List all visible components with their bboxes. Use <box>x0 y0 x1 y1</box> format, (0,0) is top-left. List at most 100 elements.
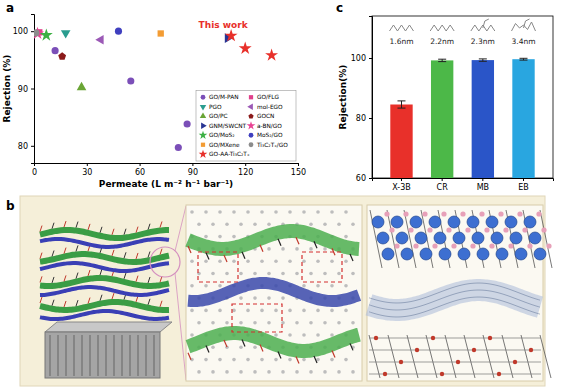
lattice-atom <box>239 346 243 350</box>
legend-item: GOCN <box>248 113 274 119</box>
support-pore <box>153 335 155 376</box>
error-bar <box>438 59 446 61</box>
support-pore <box>49 335 51 376</box>
molecule-icon <box>524 19 530 28</box>
tick: 90 <box>18 85 34 94</box>
linker <box>76 273 78 279</box>
point <box>34 27 44 39</box>
error-cap <box>520 60 528 61</box>
legend-symbol <box>201 143 205 147</box>
lattice-atom <box>253 296 257 300</box>
lattice-atom <box>190 284 194 288</box>
atomic-box <box>367 205 543 381</box>
atom <box>456 360 460 364</box>
legend-label: mol-EGO <box>257 104 283 110</box>
linker <box>124 273 126 279</box>
tick-label: 90 <box>188 168 198 177</box>
figure-svg: abc03060901201508090100Permeate (L m⁻² h… <box>0 0 563 389</box>
legend-item: GO/MXene <box>201 142 240 148</box>
size-label: 2.2nm <box>430 37 454 46</box>
linker <box>188 353 191 360</box>
support-pore <box>113 335 115 376</box>
legend-label: MoS₂/GO <box>257 132 283 138</box>
lattice-atom <box>267 247 271 251</box>
lattice-atom <box>351 321 355 325</box>
lattice-atom <box>218 210 222 214</box>
tick-mark <box>369 178 372 179</box>
tick-label: 0 <box>32 168 37 177</box>
lattice-atom <box>274 210 278 214</box>
lattice-atom <box>232 259 236 263</box>
linker <box>76 222 78 228</box>
tick-label: 90 <box>18 85 28 94</box>
atom <box>413 243 418 248</box>
point <box>58 52 66 59</box>
atom <box>451 243 456 248</box>
tick-label: CR <box>437 183 449 192</box>
lattice-atom <box>274 333 278 337</box>
linker <box>40 226 42 232</box>
lattice-atom <box>330 309 334 313</box>
atom <box>510 232 522 244</box>
legend-label: GO/M-PAN <box>209 94 239 100</box>
linker <box>278 239 281 246</box>
linker <box>206 346 209 353</box>
legend-label: PGO <box>209 104 222 110</box>
tick-mark <box>369 58 372 59</box>
lattice-atom <box>309 272 313 276</box>
atom <box>429 216 441 228</box>
lattice-atom <box>344 309 348 313</box>
plot-frame <box>372 16 553 178</box>
tick-label: X-3B <box>392 183 411 192</box>
lattice-atom <box>302 284 306 288</box>
legend-symbol <box>247 121 256 129</box>
lattice-atom <box>218 358 222 362</box>
atom <box>440 372 444 376</box>
linker <box>76 245 78 251</box>
highlight-box <box>198 252 238 282</box>
point <box>127 77 134 84</box>
size-label: 2.3nm <box>471 37 495 46</box>
legend-symbol <box>199 131 208 139</box>
lattice-atom <box>330 210 334 214</box>
legend-label: GO/MoS₂ <box>209 132 235 138</box>
lattice-atom <box>288 309 292 313</box>
lattice-atom <box>253 223 257 227</box>
x-axis-title: Permeate (L m⁻² h⁻¹ bar⁻¹) <box>99 179 233 189</box>
legend-symbol <box>248 113 253 118</box>
highlight-box <box>232 304 282 332</box>
lattice-atom <box>260 309 264 313</box>
lattice-atom <box>330 259 334 263</box>
atom <box>465 227 470 232</box>
lattice-atom <box>316 358 320 362</box>
linker <box>278 352 281 359</box>
lattice-atom <box>190 210 194 214</box>
lattice-atom <box>267 272 271 276</box>
lattice-atom <box>309 223 313 227</box>
atom <box>472 348 476 352</box>
linker <box>40 276 42 282</box>
legend-symbol <box>200 113 206 119</box>
linker <box>112 250 114 256</box>
mxene-sheet <box>188 283 359 301</box>
linker <box>148 277 150 283</box>
mesh-line <box>369 283 540 303</box>
atom <box>467 216 479 228</box>
atom <box>377 232 389 244</box>
support-pore <box>145 335 147 376</box>
panel-label: c <box>336 1 343 15</box>
tick-mark <box>298 163 299 166</box>
lattice-atom <box>309 321 313 325</box>
background <box>0 0 563 389</box>
tick-mark <box>401 178 402 181</box>
bar <box>431 60 453 178</box>
linker <box>52 277 54 283</box>
atom <box>529 348 533 352</box>
legend-label: Ti₃C₂Tₓ/GO <box>256 142 288 148</box>
linker <box>76 300 78 306</box>
lattice-atom <box>197 370 201 374</box>
linker <box>148 299 150 305</box>
lattice-atom <box>267 296 271 300</box>
point <box>158 30 164 36</box>
lattice-atom <box>204 259 208 263</box>
